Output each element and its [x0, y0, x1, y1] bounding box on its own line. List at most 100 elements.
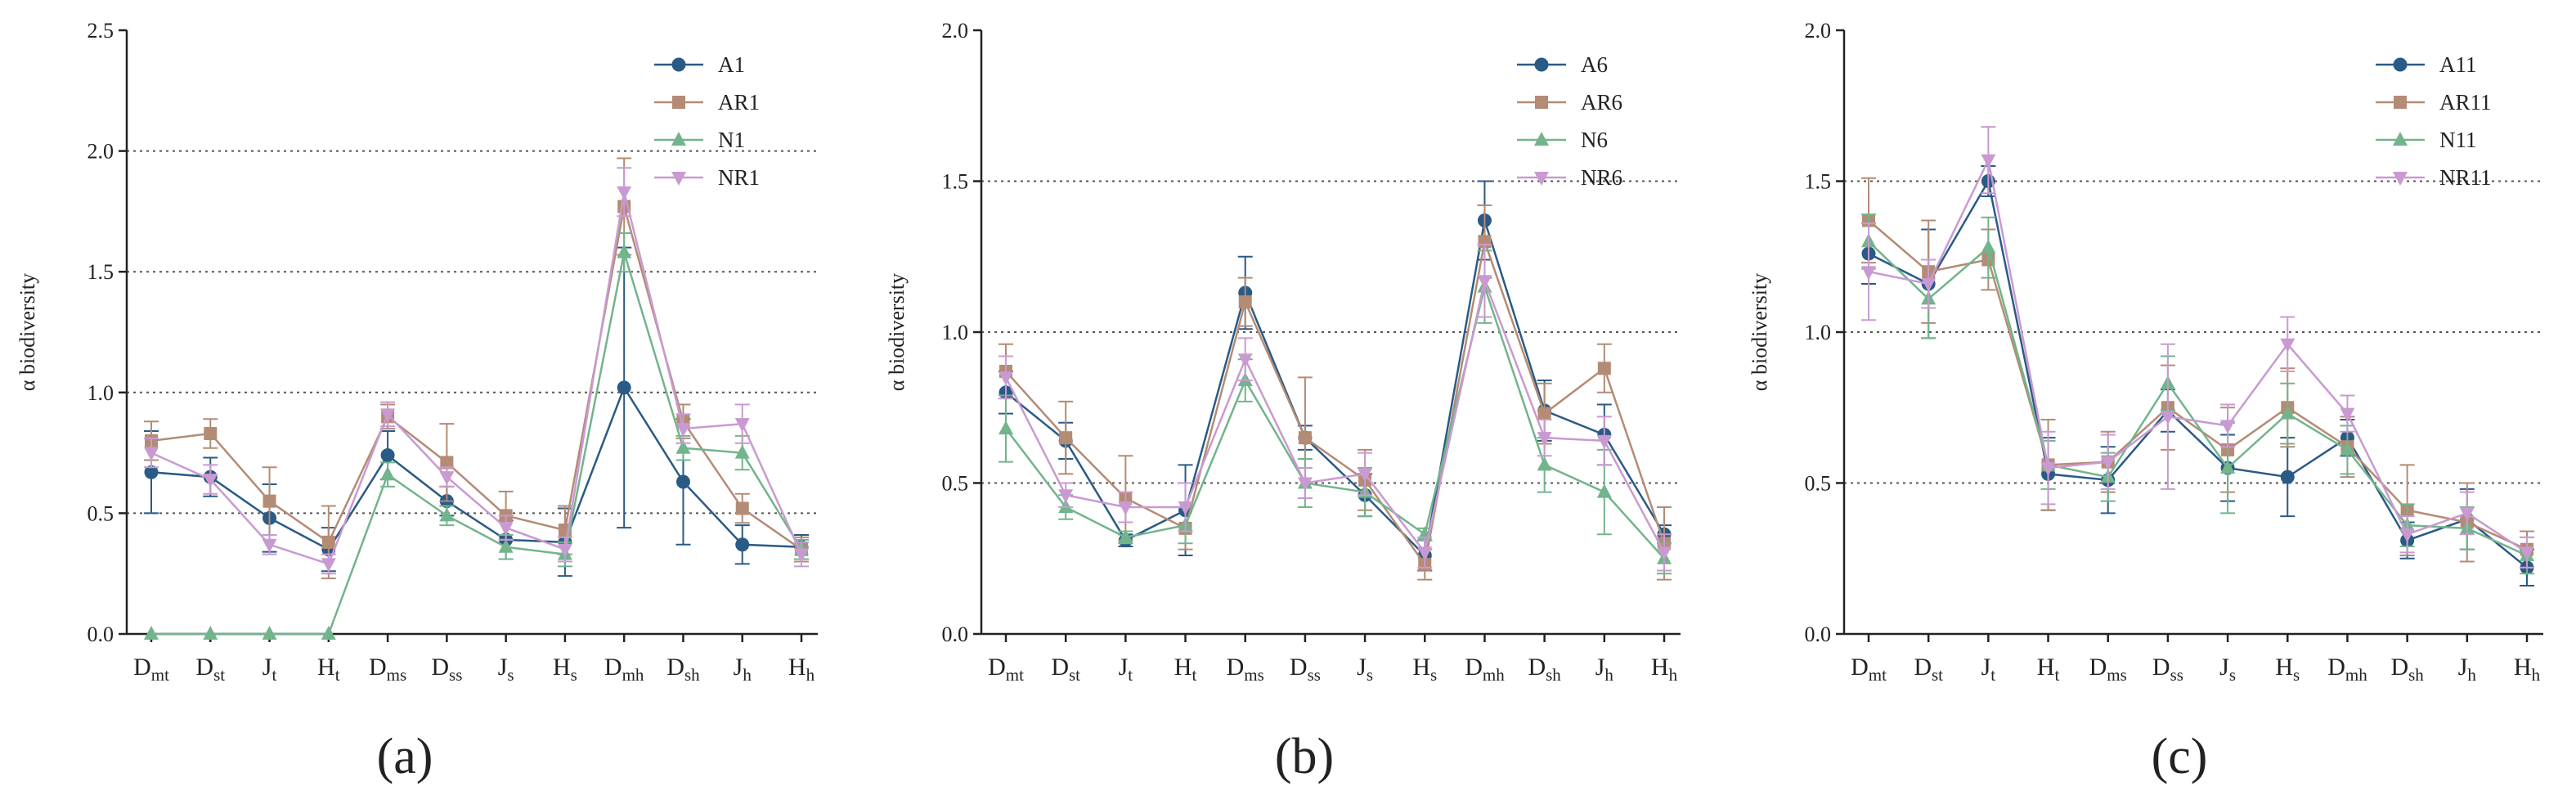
- series-N6: [999, 249, 1672, 575]
- legend-marker: [2393, 172, 2408, 186]
- y-tick-label: 0.0: [88, 622, 114, 646]
- y-tick-label: 2.5: [88, 19, 114, 43]
- y-axis-label: α biodiversity: [885, 273, 909, 391]
- x-tick-label: Dss: [1290, 654, 1321, 685]
- x-tick-label: Hs: [1412, 654, 1437, 685]
- legend-marker: [2394, 96, 2407, 109]
- legend-marker: [2393, 57, 2408, 72]
- x-tick-label: Js: [1357, 654, 1373, 685]
- x-tick-label: Jt: [1119, 654, 1133, 685]
- series-line: [151, 252, 803, 636]
- data-point: [1178, 501, 1193, 516]
- y-axis-label: α biodiversity: [1748, 273, 1771, 391]
- data-point: [557, 543, 572, 558]
- data-point: [2100, 456, 2116, 470]
- data-point: [263, 494, 276, 508]
- y-tick-label: 1.0: [942, 321, 969, 344]
- data-point: [735, 501, 749, 515]
- x-tick-label: Hh: [2514, 654, 2541, 685]
- legend: A6 AR6 N6 NR6: [1517, 52, 1622, 190]
- data-point: [999, 371, 1013, 386]
- y-tick-label: 0.5: [88, 501, 114, 525]
- data-point: [2340, 441, 2355, 456]
- legend-label: NR1: [718, 165, 760, 190]
- data-point: [734, 418, 750, 433]
- data-point: [2520, 546, 2534, 561]
- legend-label: A1: [718, 52, 745, 77]
- panel-label: (c): [2152, 729, 2208, 784]
- x-tick-label: Ht: [2037, 654, 2060, 685]
- series-N11: [1861, 213, 2534, 575]
- y-tick-label: 0.0: [1805, 622, 1832, 646]
- legend-label: N6: [1581, 128, 1608, 152]
- x-tick-label: Hs: [553, 654, 577, 685]
- data-point: [204, 426, 218, 440]
- data-point: [2220, 460, 2236, 474]
- data-point: [2040, 462, 2056, 477]
- x-tick-label: Js: [2219, 654, 2236, 685]
- data-point: [380, 466, 396, 481]
- data-point: [203, 626, 218, 640]
- series-A11: [1861, 165, 2534, 587]
- data-point: [2399, 528, 2415, 543]
- series-A1: [144, 246, 809, 578]
- data-point: [380, 408, 396, 423]
- data-point: [439, 471, 455, 486]
- x-tick-label: Dsh: [666, 654, 700, 685]
- data-point: [1596, 483, 1612, 498]
- legend-marker: [2393, 132, 2408, 146]
- x-tick-label: Dmt: [1851, 654, 1887, 685]
- data-point: [1537, 432, 1552, 447]
- legend-marker: [671, 57, 686, 72]
- data-point: [1358, 468, 1373, 483]
- series-N1: [144, 231, 809, 640]
- data-point: [1477, 275, 1492, 290]
- data-point: [1417, 546, 1433, 561]
- x-tick-label: Dmt: [133, 654, 169, 685]
- x-tick-label: Hs: [2275, 654, 2300, 685]
- series-line: [1004, 276, 1666, 555]
- data-point: [675, 439, 691, 454]
- x-tick-label: Dmh: [1465, 654, 1505, 685]
- x-tick-label: Dms: [2089, 654, 2127, 685]
- data-point: [735, 537, 750, 552]
- y-tick-label: 2.0: [88, 140, 114, 164]
- data-point: [2340, 407, 2355, 422]
- series-line: [1868, 156, 2528, 554]
- data-point: [1981, 239, 1996, 254]
- legend-marker: [672, 96, 685, 109]
- data-point: [262, 626, 277, 640]
- data-point: [498, 522, 514, 537]
- y-tick-label: 2.0: [1805, 19, 1832, 43]
- series-line: [150, 191, 803, 565]
- x-tick-label: Hh: [1651, 654, 1678, 685]
- data-point: [734, 444, 750, 459]
- data-point: [321, 626, 336, 640]
- chart-panel: 0.0 0.5 1.0 1.5 2.0 Dmt Dst Jt Ht Dms Dss Js Hs Dmh Ds…: [1748, 19, 2543, 784]
- series-line: [1005, 220, 1666, 558]
- legend-label: AR6: [1581, 90, 1622, 115]
- data-point: [675, 474, 690, 489]
- data-point: [440, 456, 454, 470]
- legend-label: NR6: [1581, 165, 1622, 190]
- x-tick-label: Js: [498, 654, 514, 685]
- x-tick-label: Ht: [317, 654, 340, 685]
- data-point: [262, 538, 277, 553]
- y-tick-label: 1.0: [88, 381, 114, 405]
- x-tick-label: Dst: [1051, 654, 1080, 685]
- data-point: [1298, 431, 1312, 445]
- y-axis-label: α biodiversity: [16, 273, 39, 391]
- data-point: [999, 420, 1013, 435]
- x-tick-label: Dsh: [2390, 654, 2424, 685]
- x-tick-label: Dst: [195, 654, 225, 685]
- x-tick-label: Dms: [1227, 654, 1264, 685]
- x-tick-label: Jt: [263, 654, 277, 685]
- x-tick-label: Dmh: [604, 654, 644, 685]
- data-point: [144, 465, 159, 479]
- data-point: [794, 548, 809, 563]
- legend: A11 AR11 N11 NR11: [2376, 52, 2492, 190]
- y-tick-label: 2.0: [942, 19, 969, 43]
- series-NR11: [1861, 126, 2534, 569]
- x-tick-label: Ht: [1174, 654, 1197, 685]
- data-point: [2280, 405, 2296, 420]
